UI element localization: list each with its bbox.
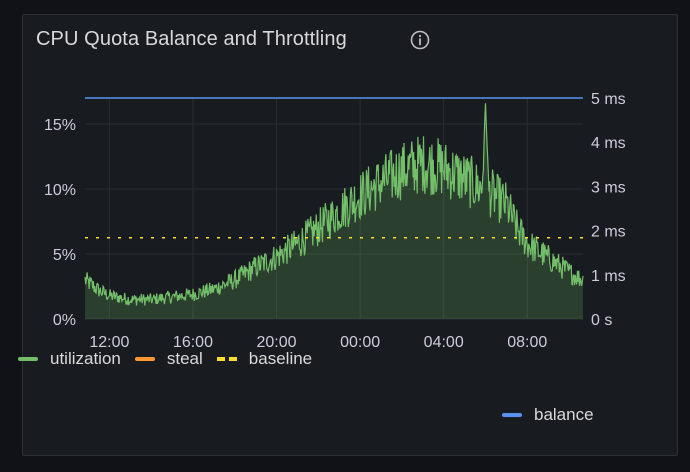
utilization-fill (85, 103, 583, 319)
x-axis-ticks: 12:00 16:00 20:00 00:00 04:00 08:00 (89, 334, 547, 351)
legend-label: balance (534, 405, 594, 424)
legend: utilization steal baseline (18, 349, 326, 369)
x-tick-label: 12:00 (89, 334, 129, 351)
panel-title: CPU Quota Balance and Throttling (36, 28, 347, 50)
left-tick-label: 15% (44, 117, 76, 134)
left-tick-label: 5% (53, 247, 76, 264)
legend-right-axis: balance (502, 405, 608, 425)
chart-series (84, 97, 584, 306)
legend-label: utilization (50, 349, 121, 368)
right-tick-label: 5 ms (591, 91, 626, 108)
legend-item-utilization[interactable]: utilization (18, 349, 121, 369)
left-tick-label: 0% (53, 312, 76, 329)
utilization-swatch (18, 357, 38, 361)
left-tick-label: 10% (44, 182, 76, 199)
legend-item-balance[interactable]: balance (502, 405, 594, 425)
utilization-area (85, 103, 583, 319)
right-tick-label: 0 s (591, 312, 612, 329)
x-tick-label: 00:00 (340, 334, 380, 351)
left-axis-ticks: 0% 5% 10% 15% (44, 117, 76, 329)
x-tick-label: 08:00 (507, 334, 547, 351)
chart-panel: CPU Quota Balance and Throttling (22, 14, 678, 456)
legend-item-baseline[interactable]: baseline (216, 349, 313, 369)
legend-label: baseline (248, 349, 313, 368)
info-icon[interactable] (409, 29, 431, 51)
right-tick-label: 2 ms (591, 224, 626, 241)
utilization-line (84, 103, 584, 306)
steal-swatch (134, 357, 155, 361)
balance-swatch (502, 413, 522, 417)
legend-item-steal[interactable]: steal (134, 349, 203, 369)
right-tick-label: 1 ms (591, 268, 626, 285)
x-tick-label: 04:00 (424, 334, 464, 351)
right-axis-ticks: 0 s 1 ms 2 ms 3 ms 4 ms 5 ms (591, 91, 626, 329)
legend-label: steal (166, 349, 203, 368)
right-tick-label: 3 ms (591, 179, 626, 196)
x-tick-label: 16:00 (173, 334, 213, 351)
right-tick-label: 4 ms (591, 135, 626, 152)
x-tick-label: 20:00 (257, 334, 297, 351)
baseline-swatch (216, 357, 237, 361)
